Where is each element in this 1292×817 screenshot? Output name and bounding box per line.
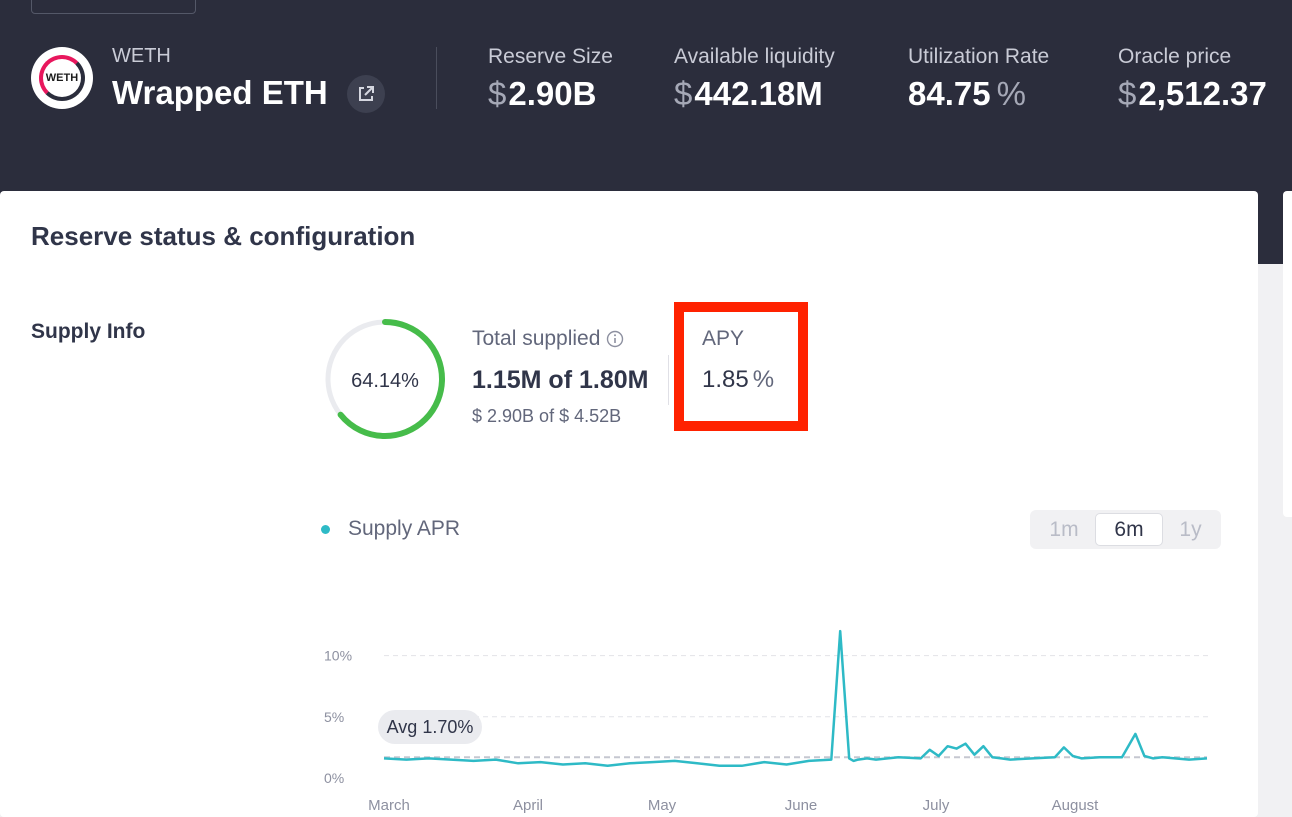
apy-label: APY [702,327,745,350]
range-1y-button[interactable]: 1y [1179,517,1202,541]
stat-utilization-rate: Utilization Rate 84.75% [908,45,1049,113]
side-panel [1283,191,1292,517]
range-1m-button[interactable]: 1m [1049,517,1079,541]
total-supplied-usd: $ 2.90B of $ 4.52B [472,406,622,426]
y-tick-label: 5% [324,709,344,725]
external-link-icon [359,86,374,101]
apy-highlight-box [674,302,808,431]
asset-name: Wrapped ETH [112,74,328,111]
apy-value: 1.85% [702,366,775,393]
total-supplied-label: Total supplied [472,327,624,351]
stat-value: $2.90B [488,75,597,112]
stat-label: Utilization Rate [908,45,1050,68]
stat-value: $442.18M [674,75,823,112]
stat-reserve-size: Reserve Size $2.90B [488,45,613,113]
reserve-status-panel [0,191,1258,817]
stat-label: Reserve Size [488,45,613,68]
header-divider [436,47,437,109]
stat-value: 84.75% [908,75,1026,112]
info-icon[interactable] [606,330,624,348]
stat-value: $2,512.37 [1118,75,1267,112]
average-badge: Avg 1.70% [378,710,482,744]
weth-logo: WETH [31,47,93,109]
legend-dot [321,525,330,534]
supply-divider [668,355,669,405]
stat-label: Oracle price [1118,45,1232,68]
x-tick-label: June [785,797,818,814]
y-tick-label: 0% [324,770,344,786]
supply-cap-percent: 64.14% [351,370,419,392]
x-tick-label: August [1052,797,1100,814]
total-supplied-value: 1.15M of 1.80M [472,366,649,394]
stat-label: Available liquidity [674,45,835,68]
external-link-button[interactable] [347,75,385,113]
series-line-supply-apr [383,629,1208,768]
supply-apr-chart: 0% 5% 10% March April May June July August [324,629,1209,814]
stat-oracle-price: Oracle price $2,512.37 [1118,45,1267,113]
x-tick-label: April [513,797,543,814]
panel-title: Reserve status & configuration [31,221,416,251]
x-tick-label: May [648,797,677,814]
x-tick-label: March [368,797,410,814]
stat-available-liquidity: Available liquidity $442.18M [674,45,835,113]
legend-supply-apr: Supply APR [348,517,461,540]
weth-logo-text: WETH [39,55,85,101]
back-button[interactable] [31,0,196,14]
x-tick-label: July [923,797,950,814]
time-range-toggle: 1m 6m 1y [1030,510,1221,549]
supply-info-label: Supply Info [31,320,146,343]
supply-cap-donut [325,319,445,439]
asset-symbol: WETH [112,45,171,67]
range-6m-button[interactable]: 6m [1095,513,1163,546]
y-tick-label: 10% [324,648,352,664]
